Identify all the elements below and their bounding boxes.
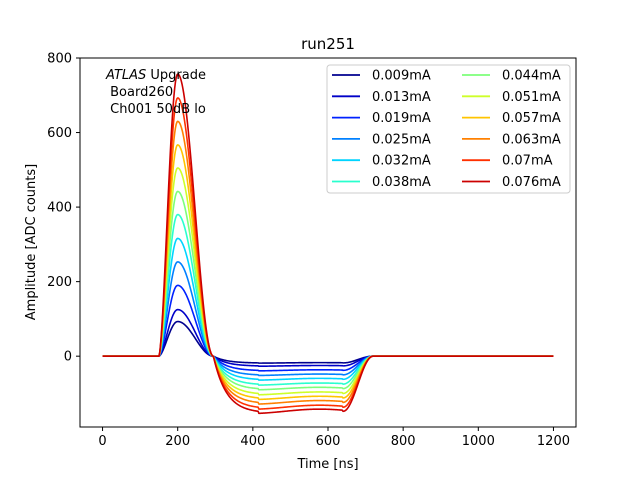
legend-label: 0.076mA: [502, 175, 561, 190]
series-line: [102, 73, 554, 415]
series-layer: [102, 73, 554, 415]
x-tick-label: 200: [165, 434, 190, 449]
annotation-line1: ATLAS Upgrade: [105, 68, 206, 83]
legend-label: 0.044mA: [502, 69, 561, 84]
legend-label: 0.038mA: [372, 175, 431, 190]
x-axis: 0 200 400 600 800 1000 1200: [98, 427, 570, 449]
annotation-line2: Board260: [106, 85, 173, 100]
x-tick-label: 800: [391, 434, 416, 449]
legend: 0.009mA 0.013mA 0.019mA 0.025mA 0.032mA 0.038…: [326, 64, 571, 194]
legend-frame: [326, 64, 571, 194]
legend-label: 0.013mA: [372, 90, 431, 105]
x-axis-label: Time [ns]: [296, 457, 358, 472]
legend-label: 0.051mA: [502, 90, 561, 105]
y-axis: 0 200 400 600 800: [47, 52, 80, 365]
legend-label: 0.019mA: [372, 111, 431, 126]
x-tick-label: 1200: [537, 434, 570, 449]
x-tick-label: 600: [316, 434, 341, 449]
x-tick-label: 400: [240, 434, 265, 449]
annotation-experiment: ATLAS: [105, 68, 146, 83]
y-axis-label: Amplitude [ADC counts]: [24, 164, 39, 320]
y-tick-label: 0: [64, 350, 72, 365]
legend-label: 0.057mA: [502, 111, 561, 126]
legend-label: 0.032mA: [372, 154, 431, 169]
y-tick-label: 600: [47, 126, 72, 141]
legend-label: 0.025mA: [372, 132, 431, 147]
x-tick-label: 0: [98, 434, 106, 449]
legend-label: 0.063mA: [502, 132, 561, 147]
y-tick-label: 400: [47, 201, 72, 216]
annotation-line3: Ch001 50dB lo: [106, 102, 206, 117]
chart-title: run251: [301, 35, 355, 53]
y-tick-label: 200: [47, 275, 72, 290]
annotation-experiment-suffix: Upgrade: [146, 68, 206, 83]
y-tick-label: 800: [47, 52, 72, 67]
legend-label: 0.009mA: [372, 69, 431, 84]
x-tick-label: 1000: [462, 434, 495, 449]
legend-label: 0.07mA: [502, 154, 553, 169]
